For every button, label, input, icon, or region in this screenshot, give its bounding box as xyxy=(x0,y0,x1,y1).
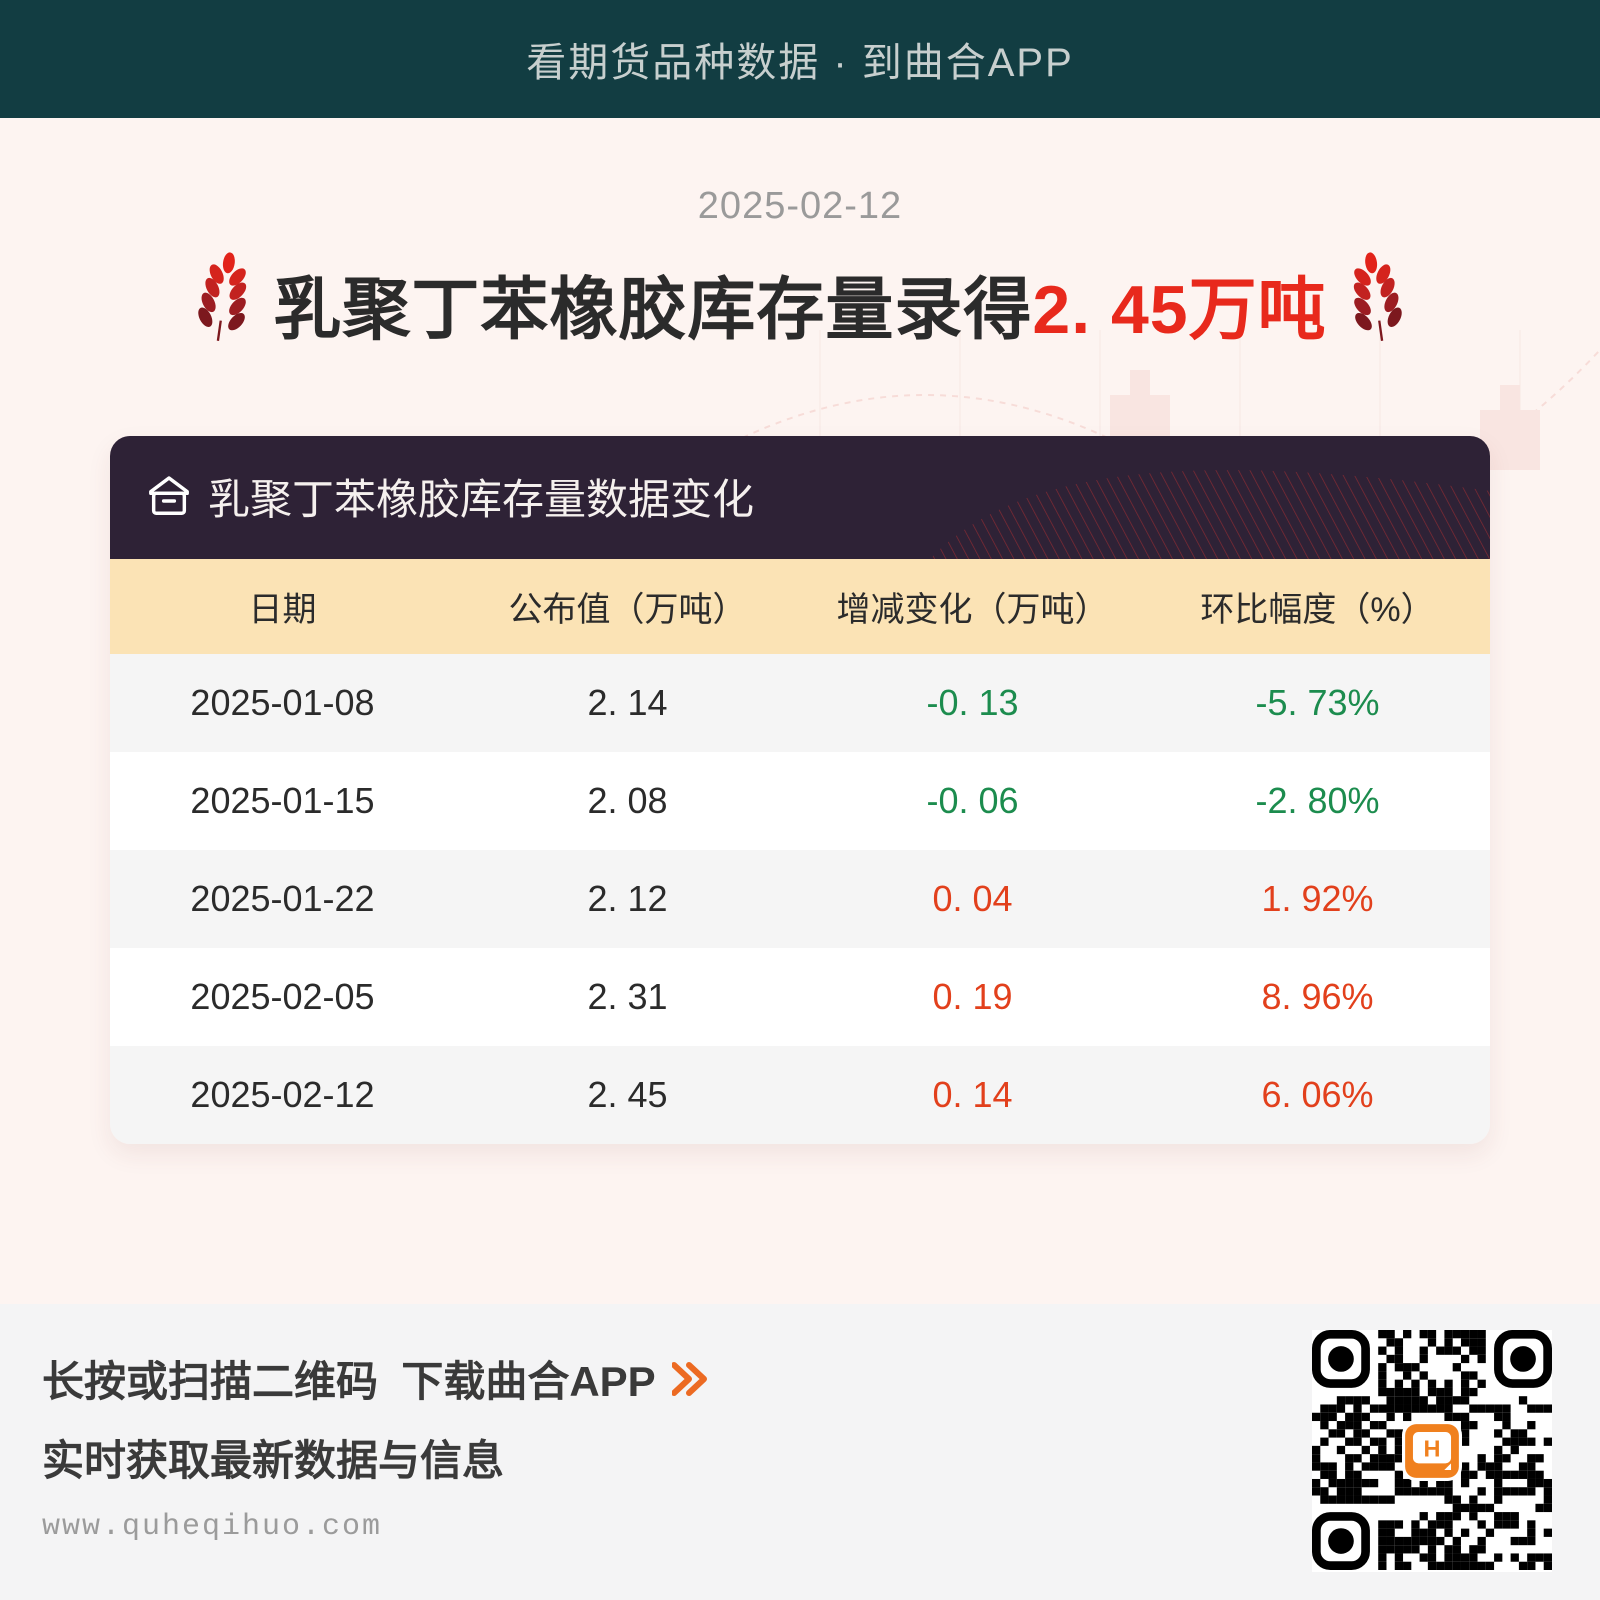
svg-text:H: H xyxy=(1424,1436,1441,1462)
